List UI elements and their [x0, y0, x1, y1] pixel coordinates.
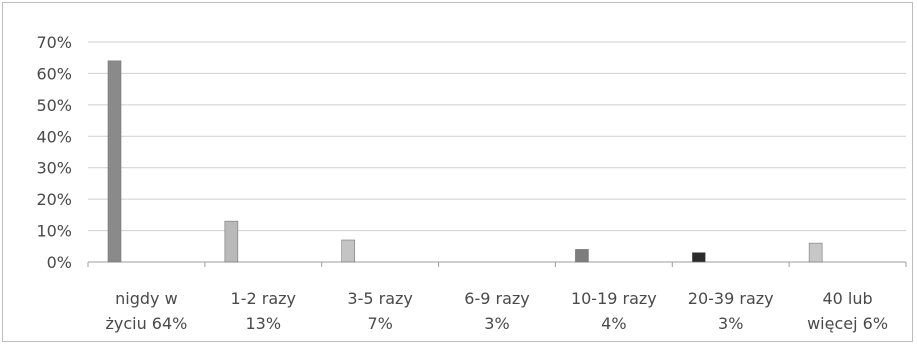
x-category-label: 40 lub — [822, 289, 872, 308]
bar — [808, 242, 823, 263]
y-tick-label: 20% — [36, 190, 72, 209]
x-category-label: 7% — [367, 314, 392, 333]
x-category-label: 3% — [484, 314, 509, 333]
bar — [691, 252, 706, 263]
x-category-label: 13% — [246, 314, 282, 333]
x-category-label: 20-39 razy — [688, 289, 774, 308]
x-category-label: 1-2 razy — [231, 289, 296, 308]
y-tick-label: 60% — [36, 64, 72, 83]
x-category-label: 10-19 razy — [571, 289, 657, 308]
bar — [107, 60, 122, 263]
x-category-label: 3% — [718, 314, 743, 333]
bar — [341, 239, 356, 263]
chart-frame — [2, 2, 913, 342]
x-category-label: 6-9 razy — [464, 289, 529, 308]
y-tick-label: 30% — [36, 159, 72, 178]
bar — [224, 220, 239, 263]
x-category-label: życiu 64% — [105, 314, 187, 333]
x-category-label: 3-5 razy — [347, 289, 412, 308]
y-tick-label: 40% — [36, 127, 72, 146]
x-category-label: więcej 6% — [807, 314, 888, 333]
y-tick-label: 10% — [36, 222, 72, 241]
y-tick-label: 70% — [36, 33, 72, 52]
y-tick-label: 0% — [47, 253, 72, 272]
x-category-label: 4% — [601, 314, 626, 333]
x-category-label: nigdy w — [115, 289, 178, 308]
y-tick-label: 50% — [36, 96, 72, 115]
bar — [575, 249, 589, 263]
